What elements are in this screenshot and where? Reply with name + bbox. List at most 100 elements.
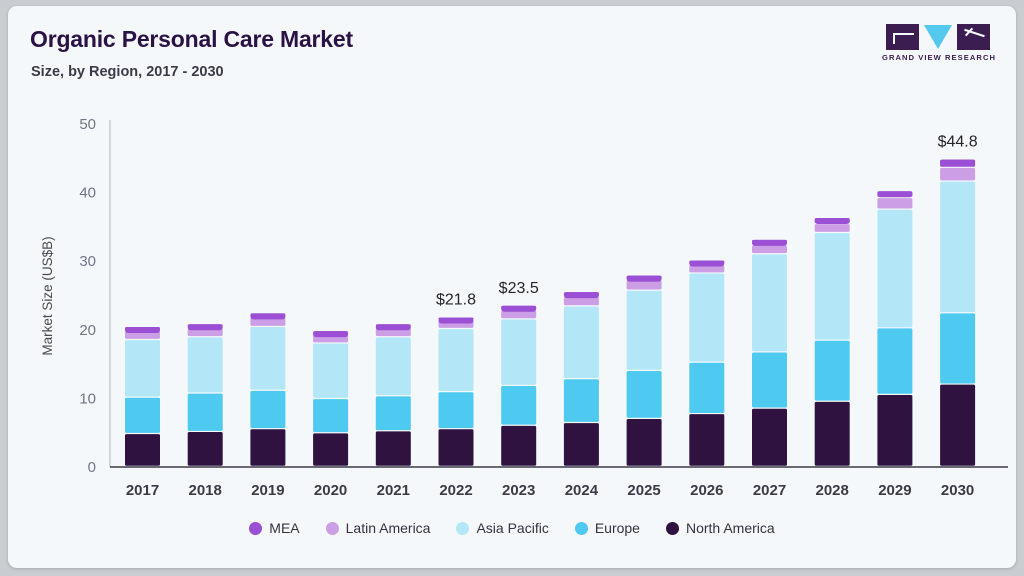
bar-segment xyxy=(501,386,537,425)
legend-swatch-icon xyxy=(249,521,263,535)
bar-segment xyxy=(689,265,725,273)
bar-segment xyxy=(501,319,537,385)
bar-segment xyxy=(752,408,787,466)
plot-area: $21.8 $23.5 $44.8 xyxy=(125,134,978,466)
bar-top-cap xyxy=(877,191,913,198)
legend-swatch-icon xyxy=(665,521,679,535)
x-tick-label: 2030 xyxy=(941,482,974,499)
chart-card: Organic Personal Care Market Size, by Re… xyxy=(8,6,1016,568)
bar-segment xyxy=(375,396,411,431)
bar-value-label: $21.8 xyxy=(436,291,476,308)
bar-segment xyxy=(563,423,599,466)
chart-legend: MEA Latin America Asia Pacific Europe North … xyxy=(8,520,1016,536)
x-tick-label: 2026 xyxy=(690,482,723,499)
x-axis: 2017 2018 2019 2020 2021 2022 2023 2024 2025 2026… xyxy=(126,482,974,499)
bar-segment xyxy=(438,329,474,392)
bar-top-cap xyxy=(563,292,599,299)
legend-item[interactable]: MEA xyxy=(249,520,300,536)
bar-segment xyxy=(877,394,913,466)
logo-r-icon xyxy=(957,24,990,50)
bar-segment xyxy=(563,379,599,422)
x-tick-label: 2021 xyxy=(377,482,410,499)
bar-segment xyxy=(689,414,725,466)
bar-segment xyxy=(689,362,725,413)
bar-segment xyxy=(626,418,662,466)
y-axis-title: Market Size (US$B) xyxy=(40,236,55,355)
bar-segment xyxy=(877,328,913,394)
legend-item[interactable]: North America xyxy=(665,520,775,536)
bar-segment xyxy=(313,343,349,398)
bar-top-cap xyxy=(501,305,537,312)
y-axis: 0 10 20 30 40 50 Market Size (US$B) xyxy=(40,116,1008,476)
bar-segment xyxy=(313,433,349,466)
bar-segment xyxy=(375,431,411,466)
bar-top-cap xyxy=(313,331,349,338)
legend-label: MEA xyxy=(269,520,300,536)
bar-top-cap xyxy=(814,217,850,224)
x-tick-label: 2020 xyxy=(314,482,347,499)
bar-segment xyxy=(250,390,286,429)
bar-segment xyxy=(814,224,850,232)
bar-top-cap xyxy=(250,313,286,320)
legend-item[interactable]: Asia Pacific xyxy=(456,520,549,536)
bar-segment xyxy=(940,313,976,384)
legend-label: North America xyxy=(685,520,775,536)
bar-segment xyxy=(814,340,850,401)
bar-segment xyxy=(752,254,787,352)
bar-segment xyxy=(940,384,976,466)
bar-segment xyxy=(940,167,976,181)
bar-segment xyxy=(125,397,160,433)
x-tick-label: 2025 xyxy=(627,482,660,499)
bar-segment xyxy=(689,273,725,362)
bar-segment xyxy=(940,181,976,313)
legend-label: Europe xyxy=(594,520,640,536)
bar-segment xyxy=(752,245,787,254)
bar-segment xyxy=(187,337,223,393)
bar-segment xyxy=(501,425,537,466)
x-tick-label: 2019 xyxy=(251,482,284,499)
x-tick-label: 2024 xyxy=(565,482,599,499)
bar-segment xyxy=(250,317,286,326)
y-tick-label: 30 xyxy=(79,253,96,270)
bar-segment xyxy=(626,290,662,370)
legend-item[interactable]: Europe xyxy=(574,520,640,536)
legend-label: Asia Pacific xyxy=(476,520,549,536)
bar-segment xyxy=(438,392,474,429)
legend-swatch-icon xyxy=(456,521,470,535)
y-tick-label: 50 xyxy=(79,116,96,133)
bar-segment xyxy=(375,337,411,396)
bar-value-label: $23.5 xyxy=(499,280,539,297)
y-tick-label: 10 xyxy=(79,390,96,407)
bar-value-label: $44.8 xyxy=(938,134,978,151)
x-tick-label: 2029 xyxy=(878,482,911,499)
bar-segment xyxy=(438,429,474,466)
bar-segment xyxy=(375,328,411,337)
logo-wordmark: GRAND VIEW RESEARCH xyxy=(882,53,997,62)
y-tick-label: 40 xyxy=(79,185,96,202)
x-tick-label: 2018 xyxy=(189,482,222,499)
bar-segment xyxy=(250,327,286,390)
bar-segment xyxy=(187,393,223,431)
bar-segment xyxy=(563,296,599,306)
legend-item[interactable]: Latin America xyxy=(325,520,430,536)
bar-segment xyxy=(313,399,349,433)
page-title: Organic Personal Care Market xyxy=(30,26,353,52)
bar-segment xyxy=(187,432,223,466)
grand-view-research-logo: GRAND VIEW RESEARCH xyxy=(882,24,997,68)
x-tick-label: 2028 xyxy=(816,482,849,499)
bar-segment xyxy=(814,401,850,466)
bar-segment xyxy=(250,429,286,466)
bar-segment xyxy=(563,306,599,378)
page-subtitle: Size, by Region, 2017 - 2030 xyxy=(31,64,224,80)
logo-g-icon xyxy=(886,24,919,50)
bar-segment xyxy=(626,370,662,418)
bar-top-cap xyxy=(626,275,662,282)
bar-segment xyxy=(626,280,662,290)
bar-top-cap xyxy=(940,159,976,166)
bar-segment xyxy=(187,328,223,337)
x-tick-label: 2027 xyxy=(753,482,786,499)
bar-segment xyxy=(125,434,160,466)
y-tick-label: 20 xyxy=(79,322,96,339)
